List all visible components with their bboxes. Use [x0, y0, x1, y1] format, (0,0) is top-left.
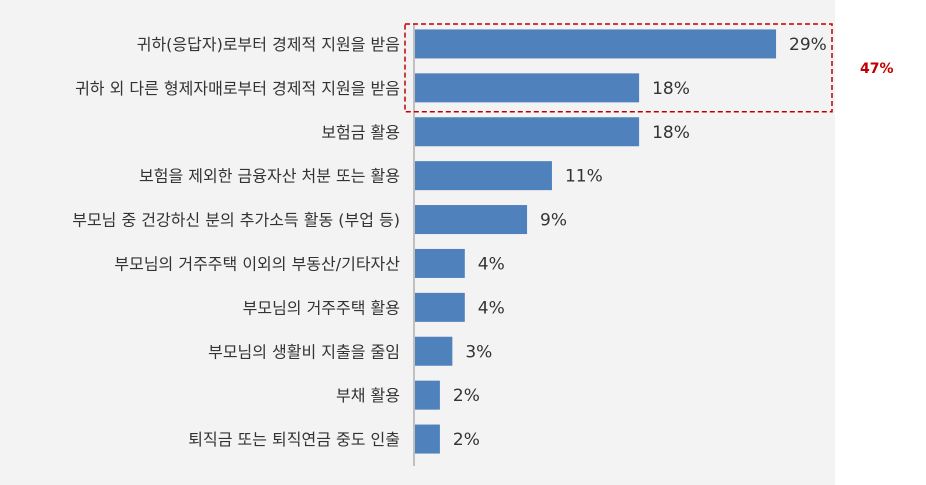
bar — [415, 292, 465, 322]
category-label: 귀하(응답자)로부터 경제적 지원을 받음 — [137, 35, 400, 54]
bar — [415, 117, 640, 147]
category-label: 부채 활용 — [336, 386, 400, 405]
value-label: 29% — [789, 35, 827, 55]
value-label: 9% — [540, 211, 567, 231]
bar — [415, 336, 453, 366]
bar — [415, 205, 528, 235]
category-label: 부모님의 거주주택 이외의 부동산/기타자산 — [114, 254, 400, 273]
category-label: 퇴직금 또는 퇴직연금 중도 인출 — [188, 430, 400, 449]
category-label: 보험금 활용 — [321, 123, 400, 142]
value-label: 2% — [453, 430, 480, 450]
value-label: 11% — [565, 167, 603, 187]
bar — [415, 424, 440, 454]
highlight-total-label: 47% — [860, 61, 894, 77]
highlight-box — [404, 23, 833, 113]
value-label: 18% — [652, 123, 690, 143]
value-label: 4% — [478, 254, 505, 274]
value-label: 4% — [478, 298, 505, 318]
category-label: 부모님의 생활비 지출을 줄임 — [208, 342, 400, 361]
category-label: 부모님 중 건강하신 분의 추가소득 활동 (부업 등) — [72, 211, 400, 230]
value-label: 2% — [453, 386, 480, 406]
bar — [415, 380, 440, 410]
bar — [415, 161, 552, 191]
category-label: 보험을 제외한 금융자산 처분 또는 활용 — [139, 167, 400, 186]
bars-group — [415, 29, 777, 454]
bar — [415, 73, 640, 103]
category-label: 부모님의 거주주택 활용 — [243, 298, 400, 317]
value-label: 18% — [652, 79, 690, 99]
category-label: 귀하 외 다른 형제자매로부터 경제적 지원을 받음 — [75, 79, 400, 98]
bar — [415, 29, 777, 59]
value-label: 3% — [465, 342, 492, 362]
bar — [415, 248, 465, 278]
value-labels-group: 29% 18% 18% 11% 9% 4% 4% 3% 2% 2% — [453, 35, 827, 450]
